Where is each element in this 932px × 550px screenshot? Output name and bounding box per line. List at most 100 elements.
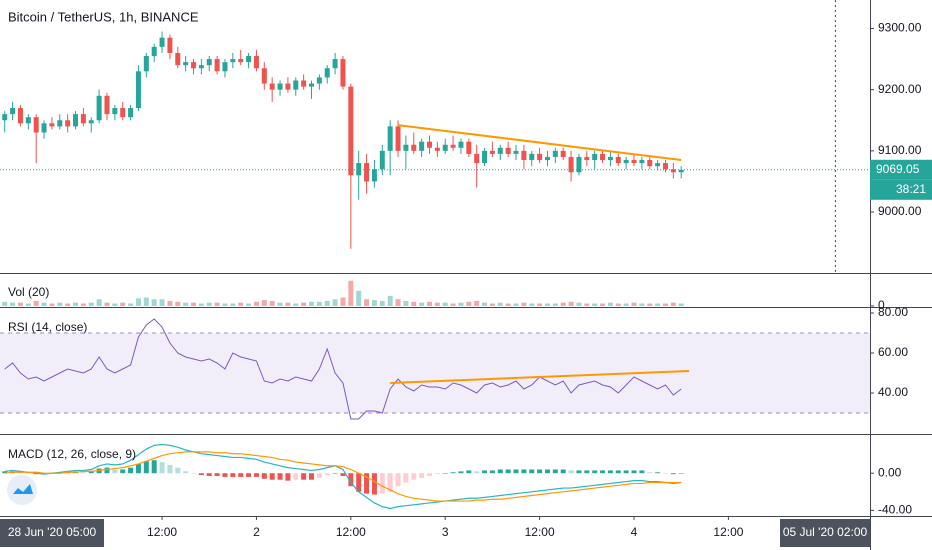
volume-bar	[120, 302, 126, 306]
candle-body	[371, 169, 377, 182]
volume-bar	[96, 299, 102, 306]
macd-histogram-bar	[537, 469, 543, 474]
macd-histogram-bar	[513, 469, 519, 474]
volume-bar	[426, 301, 432, 306]
countdown-label: 38:21	[896, 182, 926, 196]
candle-body	[568, 156, 574, 173]
macd-histogram-bar	[277, 473, 283, 480]
trendline	[390, 370, 690, 384]
volume-bar	[88, 302, 94, 306]
candle-body	[206, 59, 212, 66]
y-tick-label: 0.00	[878, 465, 902, 479]
candle-body	[183, 62, 189, 66]
candle-body	[379, 150, 385, 170]
volume-bar	[230, 303, 236, 306]
candle-body	[167, 37, 173, 53]
candle-body	[253, 56, 259, 69]
candle-body	[466, 141, 472, 154]
volume-bar	[513, 303, 519, 306]
macd-histogram-bar	[395, 473, 401, 487]
volume-bar	[600, 303, 606, 306]
volume-bar	[49, 303, 55, 306]
candle-body	[497, 147, 503, 154]
signal-line	[4, 451, 682, 502]
candle-body	[41, 123, 47, 133]
macd-histogram-bar	[301, 473, 307, 480]
candle-body	[112, 108, 118, 115]
candle-body	[529, 153, 535, 161]
volume-bar	[615, 303, 621, 306]
volume-bar	[151, 299, 157, 306]
candle-body	[120, 108, 126, 118]
candle-body	[631, 160, 637, 164]
candle-body	[348, 86, 354, 176]
candle-body	[135, 71, 141, 109]
volume-bar	[238, 302, 244, 306]
candle-body	[482, 150, 488, 164]
candle-body	[442, 144, 448, 151]
countdown-tag	[870, 179, 932, 200]
volume-bar	[670, 302, 676, 306]
volume-bar	[466, 301, 472, 306]
volume-bar	[607, 302, 613, 306]
volume-bar	[411, 301, 417, 306]
macd-histogram-bar	[497, 469, 503, 474]
macd-histogram-bar	[450, 472, 456, 474]
volume-bar	[80, 303, 86, 306]
volume-bar	[623, 303, 629, 306]
candle-body	[513, 150, 519, 154]
volume-bar	[246, 303, 252, 306]
macd-histogram-bar	[285, 473, 291, 481]
volume-bar	[662, 303, 668, 306]
candle-body	[57, 120, 63, 127]
volume-bar	[112, 303, 118, 306]
volume-bar	[434, 302, 440, 306]
macd-histogram-bar	[2, 471, 8, 474]
macd-histogram-bar	[25, 473, 31, 474]
macd-histogram-bar	[607, 470, 613, 474]
volume-bar	[10, 302, 16, 306]
macd-histogram-bar	[88, 471, 94, 474]
volume-bar	[356, 290, 362, 306]
volume-bar	[584, 303, 590, 306]
macd-histogram-bar	[309, 473, 315, 480]
x-tick-label: 3	[442, 525, 449, 539]
macd-histogram-bar	[474, 471, 480, 474]
volume-bar	[25, 303, 31, 306]
candle-body	[191, 62, 197, 69]
candle-body	[293, 80, 299, 90]
candle-body	[647, 160, 653, 167]
macd-histogram-bar	[568, 470, 574, 474]
macd-histogram-bar	[403, 473, 409, 483]
volume-bar	[309, 301, 315, 306]
volume-bar	[592, 303, 598, 306]
volume-bar	[458, 302, 464, 306]
macd-histogram-bar	[128, 467, 134, 474]
macd-histogram-bar	[261, 473, 267, 479]
macd-histogram-bar	[183, 471, 189, 474]
macd-histogram-bar	[104, 467, 110, 474]
candle-body	[395, 126, 401, 151]
pane-title: RSI (14, close)	[8, 320, 87, 334]
logo[interactable]	[7, 475, 37, 505]
volume-bar	[324, 300, 330, 306]
macd-histogram-bar	[458, 471, 464, 474]
candle-body	[143, 56, 149, 72]
volume-bar	[143, 297, 149, 306]
y-tick-label: 9300.00	[878, 21, 922, 35]
candle-body	[600, 153, 606, 161]
volume-bar	[568, 301, 574, 306]
candle-body	[615, 156, 621, 164]
macd-histogram-bar	[214, 473, 220, 476]
volume-bar	[552, 303, 558, 306]
candle-body	[332, 59, 338, 69]
volume-bar	[450, 303, 456, 306]
volume-bar	[395, 299, 401, 306]
candle-body	[10, 108, 16, 115]
macd-histogram-bar	[560, 469, 566, 474]
candle-body	[505, 147, 511, 154]
volume-bar	[442, 302, 448, 306]
volume-bar	[65, 303, 71, 306]
macd-histogram-bar	[576, 470, 582, 474]
candle-body	[639, 160, 645, 164]
